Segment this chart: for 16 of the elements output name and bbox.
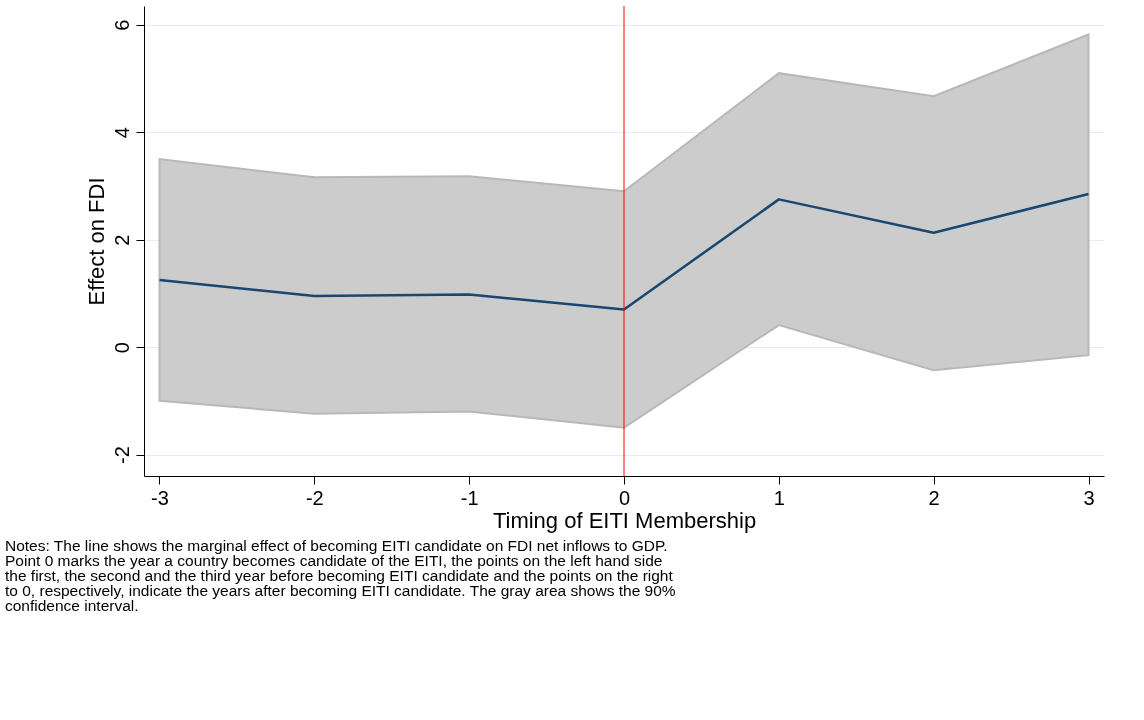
x-axis-title: Timing of EITI Membership xyxy=(492,507,757,533)
x-tick-label: 1 xyxy=(773,486,785,509)
line-series xyxy=(158,192,1090,311)
y-tick-label: 6 xyxy=(110,19,133,31)
x-tick-label: -1 xyxy=(460,486,479,509)
x-tick-label: -2 xyxy=(305,486,324,509)
text: Notes: The line shows the marginal effect of becoming EITI candidate on FDI net inflows to GDP. Point 0 marks the year a country becomes candidate of the EITI, the points on the left hand side the first, the second and the third year before becoming EITI candidate and the points on the right to 0, respectively, indicate the years after becoming EITI candidate. The gray area shows the 90% confidence interval. xyxy=(5,537,676,614)
y-tick-label: -2 xyxy=(110,446,133,464)
y-tick-label: 4 xyxy=(110,127,133,139)
x-tick-label: -3 xyxy=(151,486,169,509)
x-tick-label: 0 xyxy=(618,486,631,509)
y-axis-title: Effect on FDI xyxy=(83,177,109,306)
x-tick-label: 3 xyxy=(1083,486,1095,509)
x-tick-label: 2 xyxy=(928,486,940,509)
y-tick-label: 0 xyxy=(110,342,133,354)
y-tick-label: 2 xyxy=(110,234,133,246)
